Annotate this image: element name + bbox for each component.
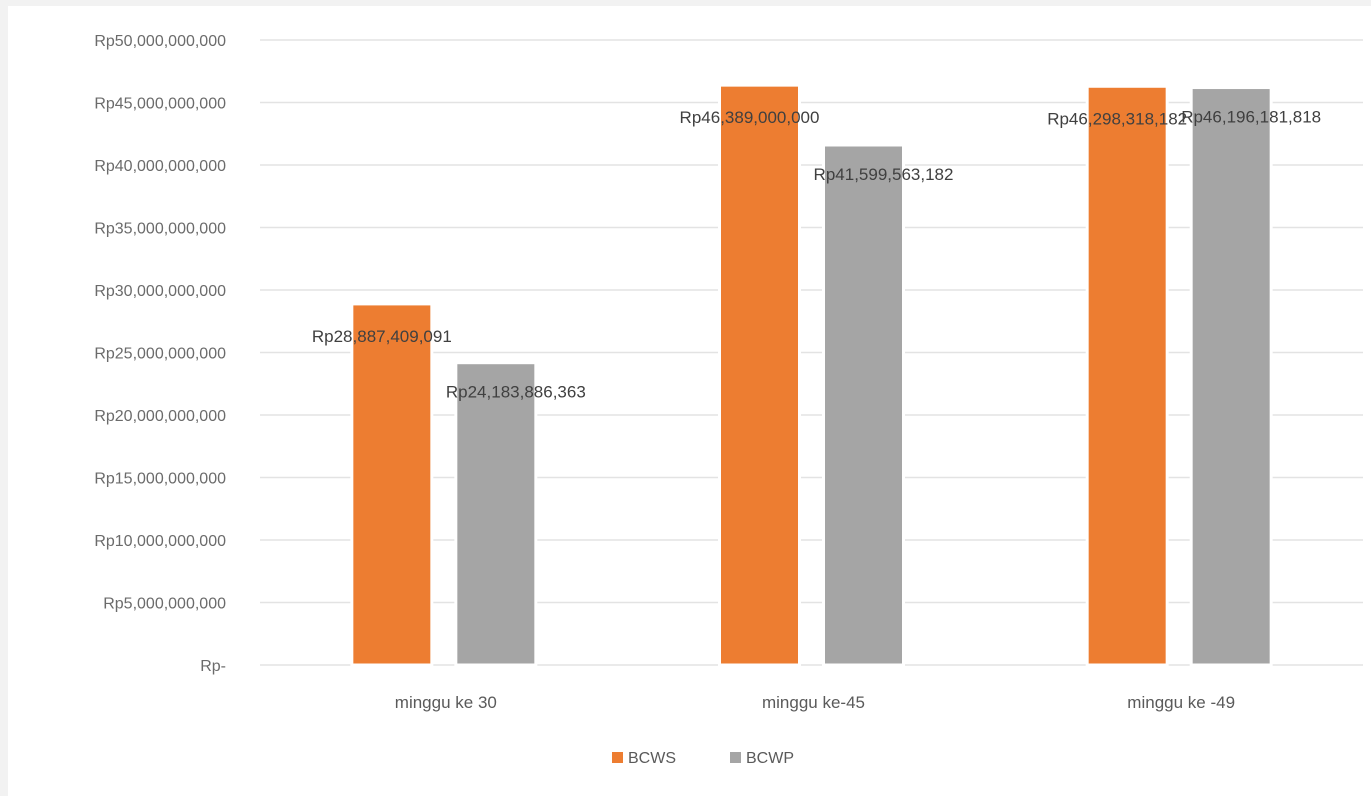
bar-bcws-2: [718, 83, 801, 667]
legend: BCWS BCWP: [612, 750, 794, 767]
y-tick-label: Rp5,000,000,000: [103, 596, 226, 613]
bar-bcwp-3: [1189, 86, 1273, 667]
legend-label: BCWP: [746, 750, 794, 767]
legend-swatch: [730, 752, 741, 763]
y-tick-label: Rp25,000,000,000: [94, 346, 226, 363]
bar-bcws-3: [1085, 84, 1169, 667]
y-tick-label: Rp20,000,000,000: [94, 408, 226, 425]
y-tick-label: Rp35,000,000,000: [94, 221, 226, 238]
y-tick-label: Rp15,000,000,000: [94, 471, 226, 488]
data-label-bcws-3: Rp46,298,318,182: [1047, 109, 1187, 128]
data-labels: Rp28,887,409,091 Rp24,183,886,363 Rp46,389…: [312, 108, 1321, 402]
bar-chart: Rp- Rp5,000,000,000 Rp10,000,000,000 Rp15,0…: [94, 33, 1363, 767]
bar-bcwp-2: [822, 143, 905, 667]
bar-bcwp-1: [454, 361, 538, 667]
data-label-bcwp-1: Rp24,183,886,363: [446, 383, 586, 402]
category-label: minggu ke-45: [762, 693, 865, 712]
data-label-bcws-1: Rp28,887,409,091: [312, 327, 452, 346]
y-tick-label: Rp30,000,000,000: [94, 283, 226, 300]
data-label-bcwp-3: Rp46,196,181,818: [1181, 108, 1321, 127]
category-label: minggu ke 30: [395, 693, 497, 712]
y-axis-tick-labels: Rp- Rp5,000,000,000 Rp10,000,000,000 Rp15,0…: [94, 33, 226, 675]
bar-bcws-1: [350, 302, 434, 667]
y-tick-label: Rp-: [200, 658, 226, 675]
data-label-bcws-2: Rp46,389,000,000: [680, 108, 820, 127]
y-tick-label: Rp40,000,000,000: [94, 158, 226, 175]
legend-item-bcws: BCWS: [612, 750, 676, 767]
data-label-bcwp-2: Rp41,599,563,182: [814, 165, 954, 184]
legend-swatch: [612, 752, 623, 763]
legend-item-bcwp: BCWP: [730, 750, 794, 767]
y-tick-label: Rp10,000,000,000: [94, 533, 226, 550]
x-axis-category-labels: minggu ke 30 minggu ke-45 minggu ke -49: [395, 693, 1235, 712]
legend-label: BCWS: [628, 750, 676, 767]
y-tick-label: Rp50,000,000,000: [94, 33, 226, 50]
category-label: minggu ke -49: [1127, 693, 1235, 712]
gridlines: [260, 39, 1363, 666]
chart-card: Rp- Rp5,000,000,000 Rp10,000,000,000 Rp15,0…: [8, 6, 1371, 796]
y-tick-label: Rp45,000,000,000: [94, 96, 226, 113]
bars: [350, 83, 1273, 667]
